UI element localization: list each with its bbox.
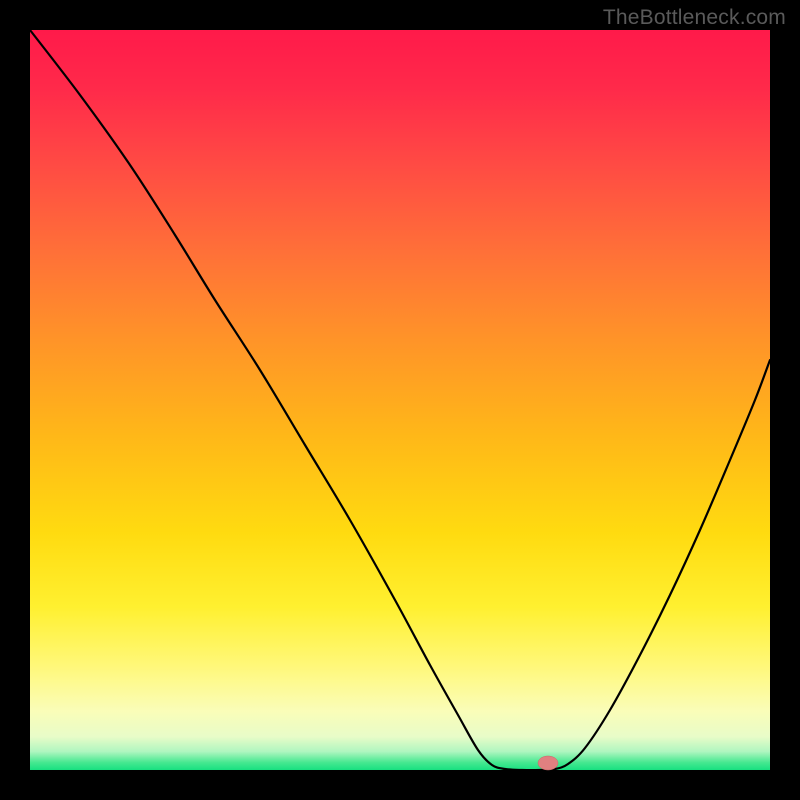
watermark-text: TheBottleneck.com	[603, 6, 786, 30]
chart-svg	[0, 0, 800, 800]
plot-background	[30, 30, 770, 770]
optimal-point-marker	[538, 756, 558, 770]
bottleneck-chart: TheBottleneck.com	[0, 0, 800, 800]
